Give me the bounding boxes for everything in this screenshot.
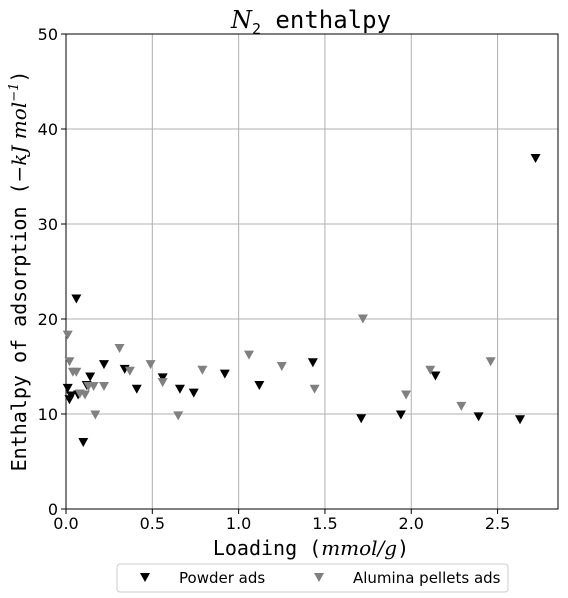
alumina-point: [64, 357, 75, 367]
powder-point: [188, 388, 199, 398]
powder-point: [85, 372, 96, 382]
plot-frame: [65, 33, 559, 510]
powder-point: [71, 294, 82, 304]
x-tick-label: 0.5: [140, 514, 165, 533]
alumina-point: [243, 350, 254, 360]
powder-point: [473, 412, 484, 422]
alumina-point: [456, 401, 467, 411]
legend-label-alumina: Alumina pellets ads: [353, 569, 501, 587]
x-tick-label: 0.0: [53, 514, 78, 533]
ticks: 0.0 0.5 1.0 1.5 2.0 2.5 0 10 20 30 40 50: [38, 25, 511, 533]
x-axis-label: Loading (mmol/g): [213, 536, 409, 560]
legend-box: [116, 563, 509, 593]
powder-point: [62, 383, 73, 393]
y-tick-label: 30: [38, 215, 58, 234]
y-tick-label: 40: [38, 120, 58, 139]
powder-point: [157, 373, 168, 383]
alumina-point: [124, 366, 135, 376]
powder-point: [395, 410, 406, 420]
grid: [65, 33, 558, 510]
alumina-point: [98, 381, 109, 391]
alumina-point: [88, 381, 99, 391]
alumina-point: [173, 411, 184, 421]
alumina-point: [485, 357, 496, 367]
powder-point: [66, 391, 77, 401]
powder-point: [98, 360, 109, 370]
legend: Powder ads Alumina pellets ads: [116, 563, 509, 593]
powder-point: [131, 384, 142, 394]
powder-point: [430, 371, 441, 381]
alumina-point: [114, 343, 125, 353]
x-tick-label: 2.5: [485, 514, 510, 533]
alumina-point: [90, 410, 101, 420]
alumina-point: [401, 390, 412, 400]
legend-label-powder: Powder ads: [179, 569, 265, 587]
y-axis-label: Enthalpy of adsorption (−kJ mol−1): [7, 71, 31, 472]
alumina-point: [425, 365, 436, 375]
y-tick-label: 10: [38, 405, 58, 424]
alumina-point: [62, 330, 73, 340]
powder-point: [307, 358, 318, 368]
x-tick-label: 2.0: [399, 514, 424, 533]
data-points: [62, 153, 541, 447]
alumina-point: [145, 360, 156, 370]
powder-point: [254, 381, 265, 390]
legend-marker-powder: [140, 573, 150, 582]
powder-point: [530, 153, 541, 163]
y-tick-label: 50: [38, 25, 58, 44]
alumina-point: [157, 378, 168, 388]
alumina-point: [79, 390, 90, 400]
powder-point: [356, 414, 367, 424]
alumina-point: [71, 367, 82, 377]
chart-title: N2 enthalpy: [230, 6, 391, 38]
x-tick-label: 1.0: [226, 514, 251, 533]
powder-point: [515, 415, 526, 425]
alumina-point: [276, 362, 287, 371]
y-tick-label: 20: [38, 310, 58, 329]
x-tick-label: 1.5: [312, 514, 337, 533]
alumina-point: [309, 384, 320, 394]
legend-marker-alumina: [314, 573, 324, 582]
y-tick-label: 0: [48, 500, 58, 519]
powder-point: [219, 369, 230, 379]
powder-point: [174, 384, 185, 394]
alumina-point: [357, 314, 368, 324]
powder-point: [78, 438, 89, 447]
alumina-point: [197, 365, 208, 375]
